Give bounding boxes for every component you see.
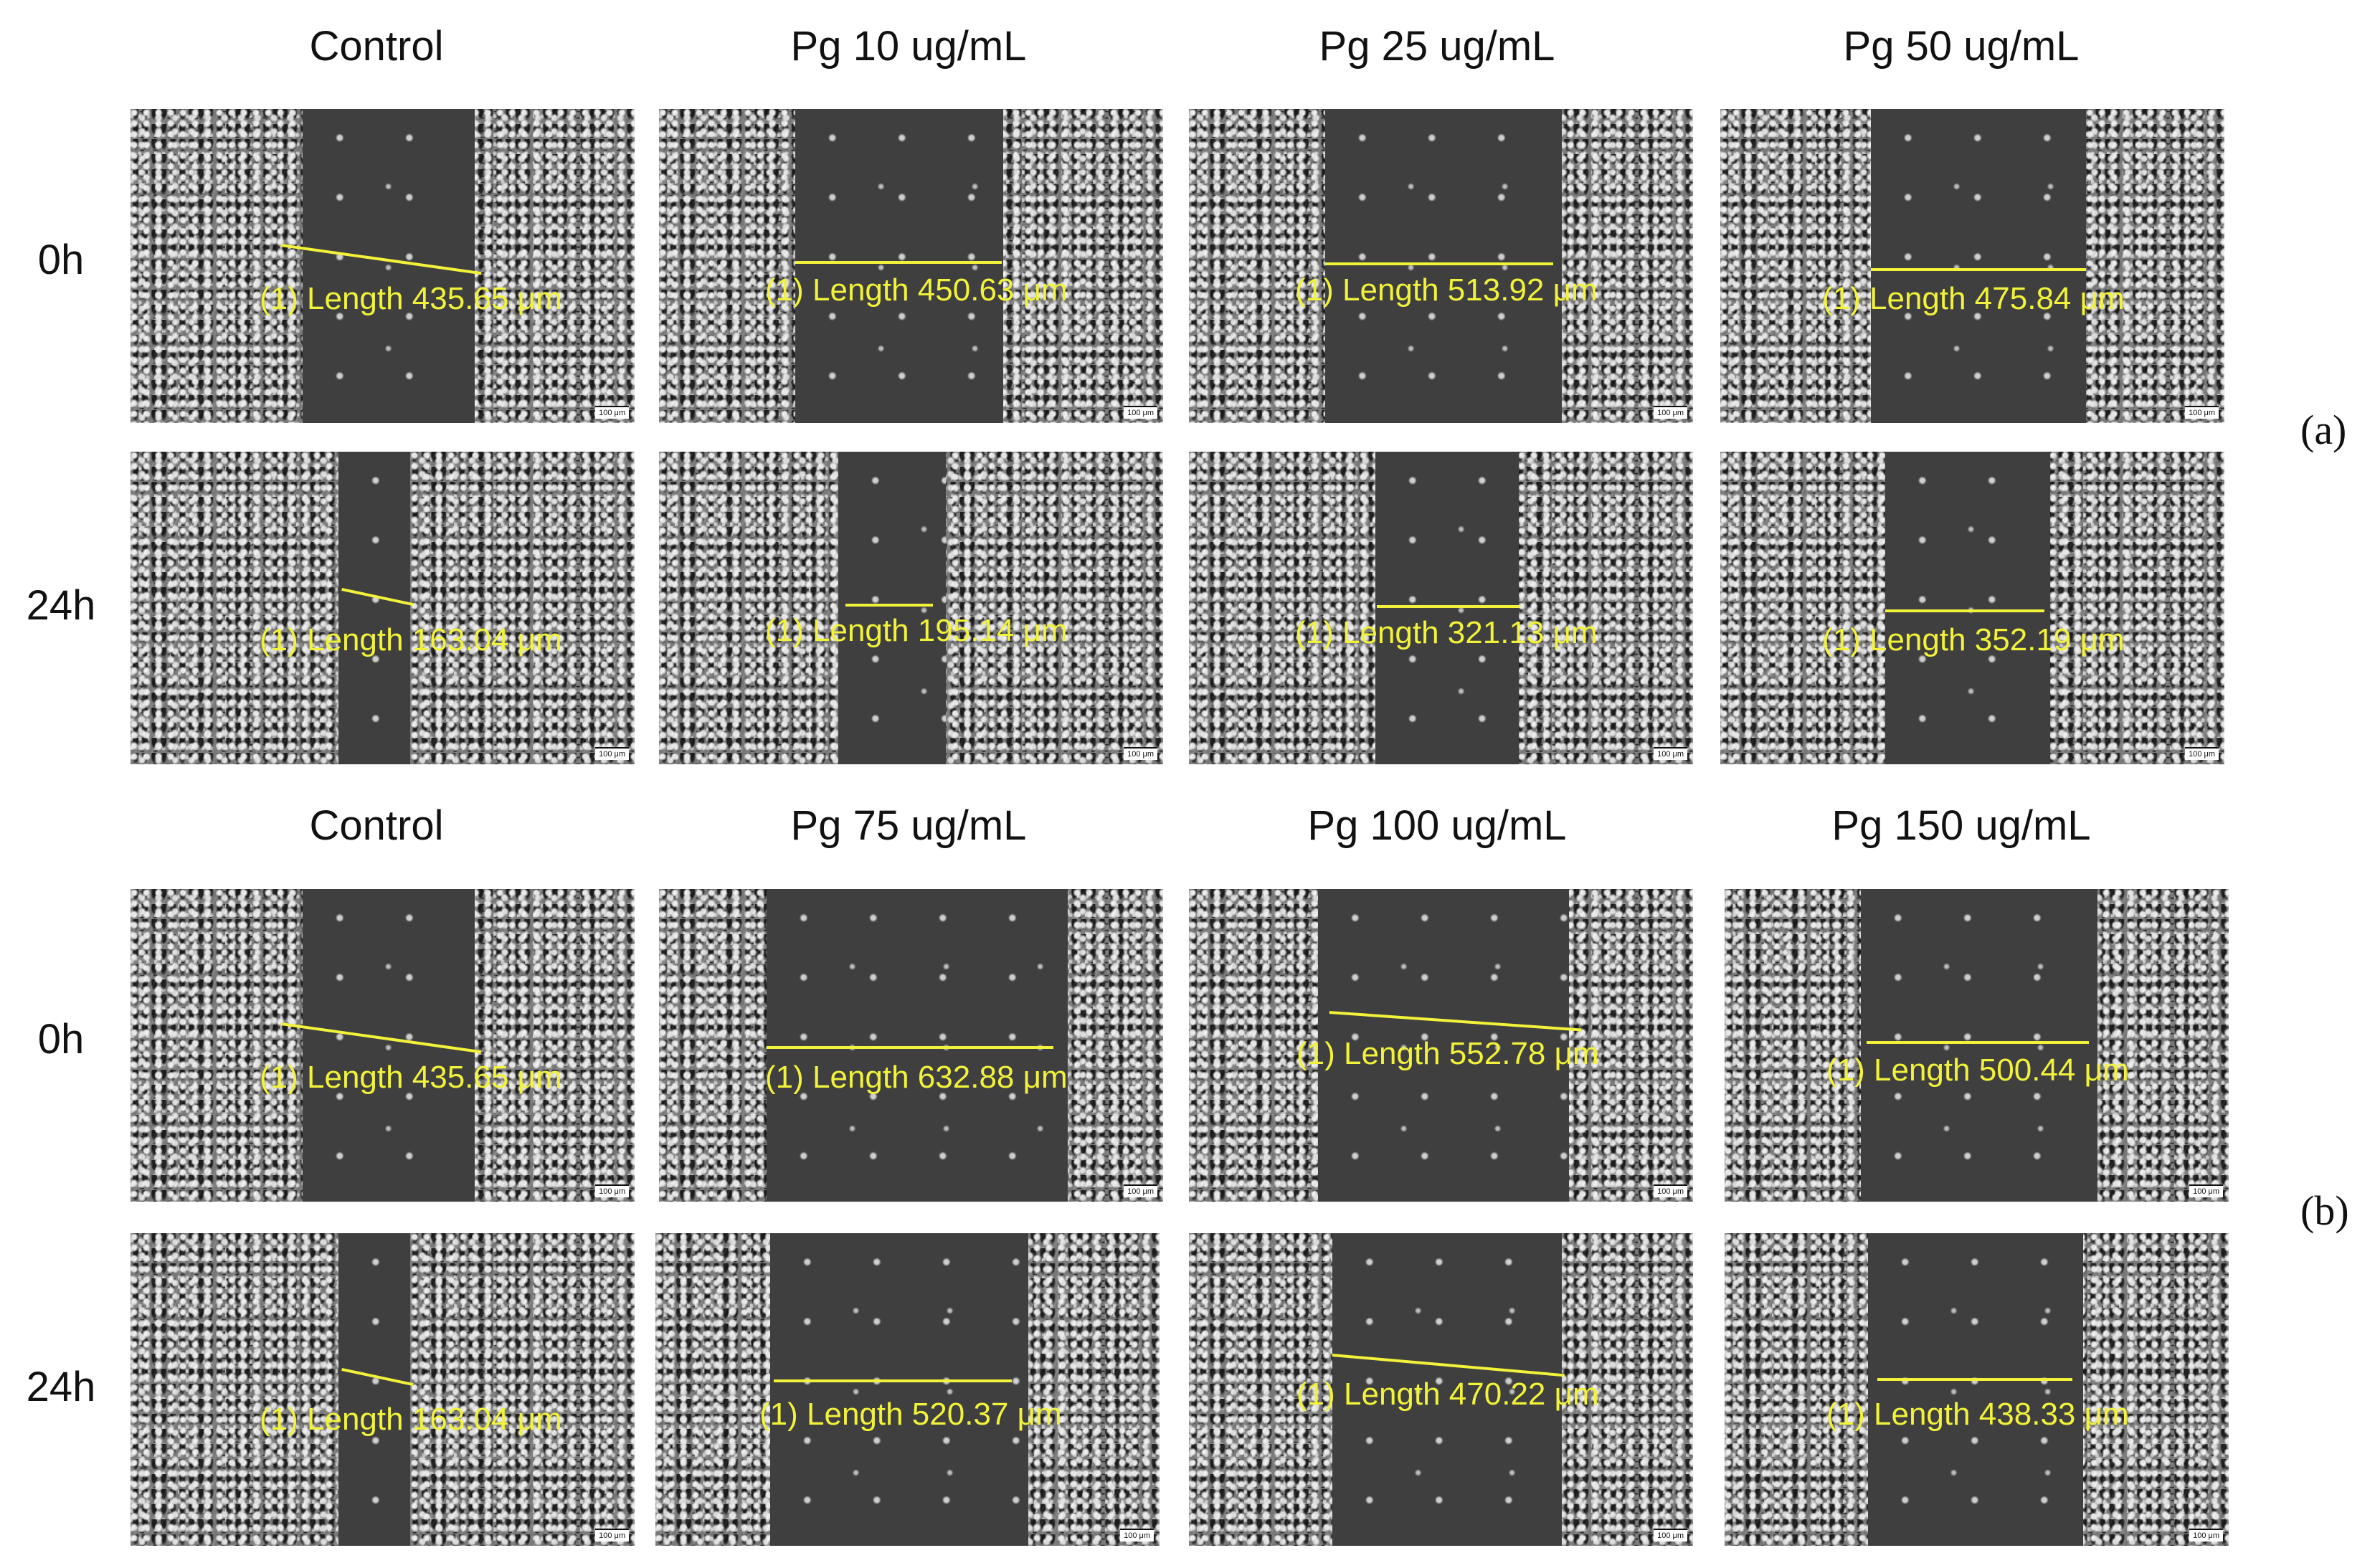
column-title: Pg 10 ug/mL — [790, 23, 1027, 70]
measurement-label: (1) Length 475.84 μm — [1822, 281, 2125, 316]
row-label-time: 0h — [37, 1016, 85, 1063]
micrograph: (1) Length 321.13 μm 100 μm — [1189, 452, 1693, 764]
column-title: Pg 100 ug/mL — [1307, 802, 1567, 849]
micrograph: (1) Length 435.65 μm 100 μm — [131, 889, 635, 1202]
micrograph: (1) Length 163.04 μm 100 μm — [131, 452, 635, 764]
panel-label: (a) — [2300, 407, 2347, 453]
micrograph: (1) Length 352.19 μm 100 μm — [1720, 452, 2224, 764]
scale-bar: 100 μm — [1654, 747, 1687, 760]
micrograph: (1) Length 438.33 μm 100 μm — [1725, 1233, 2229, 1546]
micrograph: (1) Length 163.04 μm 100 μm — [131, 1233, 635, 1546]
scale-bar: 100 μm — [1654, 406, 1687, 419]
scale-bar: 100 μm — [2189, 1529, 2223, 1541]
scale-bar: 100 μm — [595, 406, 629, 419]
scale-bar: 100 μm — [595, 747, 629, 760]
measurement-label: (1) Length 470.22 μm — [1296, 1377, 1599, 1412]
measurement-label: (1) Length 450.63 μm — [765, 272, 1068, 308]
row-label-time: 24h — [26, 1364, 96, 1410]
measurement-label: (1) Length 500.44 μm — [1826, 1053, 2129, 1088]
measurement-label: (1) Length 321.13 μm — [1295, 615, 1598, 650]
measurement-label: (1) Length 352.19 μm — [1822, 622, 2125, 657]
measurement-label: (1) Length 435.65 μm — [260, 1060, 562, 1095]
measurement-label: (1) Length 552.78 μm — [1296, 1036, 1599, 1071]
measurement-label: (1) Length 520.37 μm — [759, 1397, 1062, 1432]
column-title: Pg 50 ug/mL — [1843, 23, 2080, 70]
micrograph: (1) Length 195.14 μm 100 μm — [659, 452, 1163, 764]
column-title: Control — [309, 802, 444, 849]
scale-bar: 100 μm — [595, 1529, 629, 1541]
panel-label: (b) — [2300, 1187, 2349, 1234]
column-title: Control — [309, 23, 444, 70]
micrograph: (1) Length 632.88 μm 100 μm — [659, 889, 1163, 1202]
measurement-label: (1) Length 163.04 μm — [260, 622, 562, 657]
micrograph: (1) Length 435.65 μm 100 μm — [131, 109, 635, 423]
micrograph: (1) Length 513.92 μm 100 μm — [1189, 109, 1693, 423]
scale-bar: 100 μm — [1124, 406, 1157, 419]
measurement-label: (1) Length 435.65 μm — [260, 281, 562, 316]
scale-bar: 100 μm — [2185, 747, 2219, 760]
row-label-time: 0h — [37, 237, 85, 283]
scale-bar: 100 μm — [1124, 747, 1157, 760]
scale-bar: 100 μm — [595, 1184, 629, 1197]
column-title: Pg 150 ug/mL — [1831, 802, 2091, 849]
scale-bar: 100 μm — [2185, 406, 2219, 419]
row-label-time: 24h — [26, 582, 96, 629]
measurement-label: (1) Length 438.33 μm — [1826, 1397, 2129, 1432]
micrograph: (1) Length 470.22 μm 100 μm — [1189, 1233, 1693, 1546]
micrograph: (1) Length 475.84 μm 100 μm — [1720, 109, 2224, 423]
measurement-label: (1) Length 195.14 μm — [765, 613, 1068, 648]
micrograph: (1) Length 520.37 μm 100 μm — [655, 1233, 1160, 1546]
scale-bar: 100 μm — [1124, 1184, 1157, 1197]
scale-bar: 100 μm — [2189, 1184, 2223, 1197]
scale-bar: 100 μm — [1654, 1184, 1687, 1197]
scale-bar: 100 μm — [1120, 1529, 1154, 1541]
column-title: Pg 75 ug/mL — [790, 802, 1027, 849]
scale-bar: 100 μm — [1654, 1529, 1687, 1541]
column-title: Pg 25 ug/mL — [1319, 23, 1555, 70]
micrograph: (1) Length 500.44 μm 100 μm — [1725, 889, 2229, 1202]
measurement-label: (1) Length 632.88 μm — [765, 1060, 1068, 1095]
micrograph: (1) Length 552.78 μm 100 μm — [1189, 889, 1693, 1202]
measurement-label: (1) Length 163.04 μm — [260, 1402, 562, 1437]
measurement-label: (1) Length 513.92 μm — [1295, 272, 1598, 308]
micrograph: (1) Length 450.63 μm 100 μm — [659, 109, 1163, 423]
